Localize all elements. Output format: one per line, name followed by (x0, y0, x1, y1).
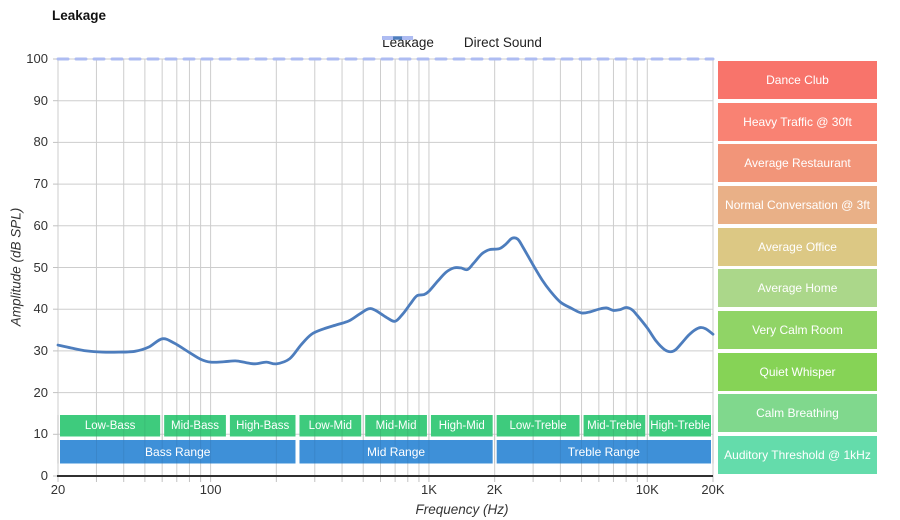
y-tick-label-50: 50 (33, 259, 48, 275)
noise-level-heavy-traffic-30ft: Heavy Traffic @ 30ft (718, 102, 877, 141)
x-tick-label-1k: 1K (420, 482, 437, 497)
y-tick-label-30: 30 (33, 342, 48, 358)
frequency-bands (57, 415, 714, 464)
series-line-leakage (56, 236, 715, 366)
chart-legend: Leakage Direct Sound (382, 35, 542, 50)
band-mid-bass: Mid-Bass (171, 419, 219, 432)
page-title: Leakage (52, 8, 107, 23)
band-high-bass: High-Bass (236, 419, 290, 432)
x-tick-label-100: 100 (199, 482, 222, 497)
noise-level-auditory-threshold-1khz: Auditory Threshold @ 1kHz (718, 436, 877, 475)
range-mid-range: Mid Range (367, 444, 426, 459)
range-treble-range: Treble Range (567, 444, 640, 459)
y-tick-label-90: 90 (33, 92, 48, 108)
y-tick-label-60: 60 (33, 217, 48, 233)
x-tick-label-20k: 20K (701, 482, 725, 497)
y-tick-label-10: 10 (33, 426, 48, 442)
noise-level-average-office: Average Office (718, 227, 877, 266)
dashed-line-swatch-icon (382, 36, 417, 40)
band-mid-mid: Mid-Mid (375, 419, 417, 432)
x-tick-label-10k: 10K (635, 482, 659, 497)
band-low-treble: Low-Treble (509, 419, 567, 432)
band-high-mid: High-Mid (438, 419, 485, 432)
noise-level-normal-conversation-3ft: Normal Conversation @ 3ft (718, 185, 877, 224)
noise-level-average-restaurant: Average Restaurant (718, 144, 877, 183)
legend-label-direct-sound: Direct Sound (463, 35, 542, 50)
x-tick-label-20: 20 (50, 482, 66, 497)
horizontal-gridlines (58, 58, 713, 435)
y-tick-label-20: 20 (33, 384, 48, 400)
band-mid-treble: Mid-Treble (587, 419, 642, 432)
x-axis-title: Frequency (Hz) (415, 502, 509, 517)
band-low-mid: Low-Mid (308, 419, 353, 432)
y-tick-label-70: 70 (33, 176, 48, 192)
band-low-bass: Low-Bass (84, 419, 136, 432)
noise-level-average-home: Average Home (718, 269, 877, 308)
y-tick-label-100: 100 (26, 51, 48, 66)
y-tick-label-0: 0 (40, 468, 48, 483)
band-high-treble: High-Treble (650, 419, 710, 432)
y-tick-label-40: 40 (33, 301, 48, 317)
noise-level-very-calm-room: Very Calm Room (718, 311, 877, 350)
noise-level-quiet-whisper: Quiet Whisper (718, 352, 877, 391)
legend-item-direct-sound[interactable]: Direct Sound (382, 35, 542, 50)
y-tick-label-80: 80 (33, 134, 48, 150)
x-tick-label-2k: 2K (486, 482, 503, 497)
noise-level-dance-club: Dance Club (718, 60, 877, 99)
noise-level-calm-breathing: Calm Breathing (718, 394, 877, 433)
range-bass-range: Bass Range (145, 444, 211, 459)
